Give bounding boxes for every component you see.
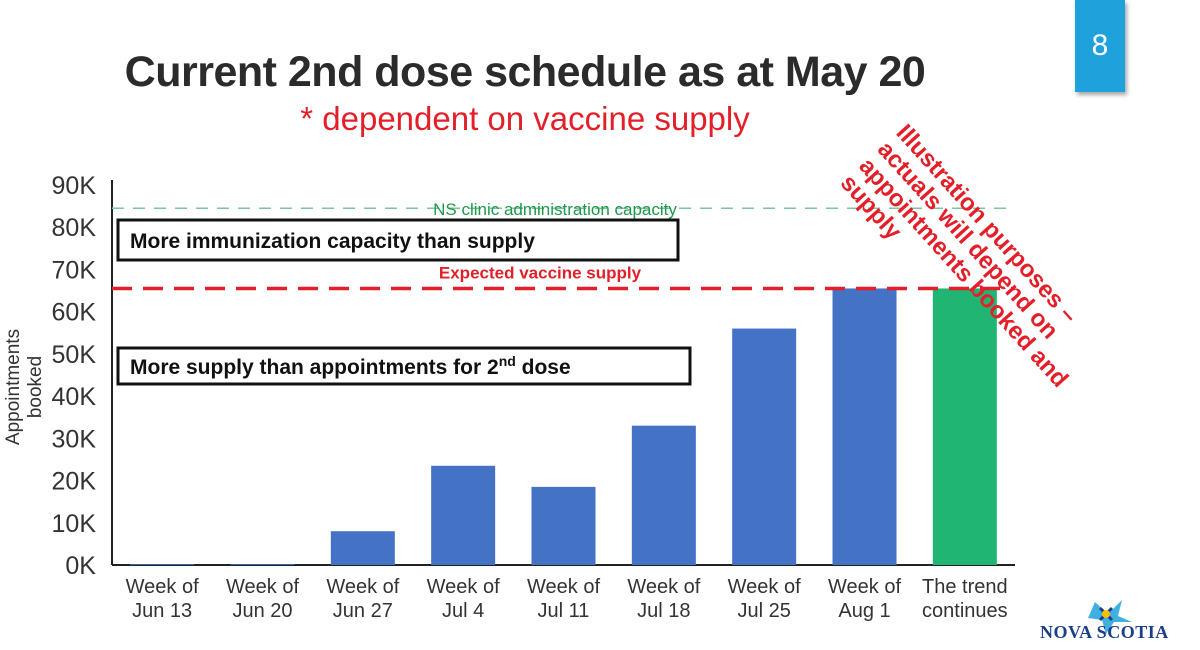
y-axis-label: Appointments booked <box>3 328 46 446</box>
capacity-note-box <box>116 218 680 262</box>
x-tick-label: Week of <box>126 576 199 598</box>
x-tick-label: Jul 11 <box>538 600 590 622</box>
capacity-note-text: More immunization capacity than supply <box>130 230 535 253</box>
y-tick-label: 70K <box>52 256 97 284</box>
bar <box>932 288 997 565</box>
nova-scotia-logo-text: NOVA SCOTIA <box>1040 622 1169 642</box>
x-tick-label: Week of <box>226 576 299 598</box>
x-tick-label: continues <box>922 600 1008 622</box>
y-tick-label: 80K <box>52 214 97 242</box>
y-tick-label: 0K <box>65 552 96 580</box>
x-tick-label: Aug 1 <box>838 600 890 622</box>
y-tick-label: 40K <box>52 383 97 411</box>
bar <box>531 486 596 565</box>
bar <box>431 465 496 565</box>
x-tick-label: Week of <box>627 576 700 598</box>
x-tick-label: Jun 13 <box>132 600 192 622</box>
x-tick-label: Jun 27 <box>333 600 393 622</box>
bar <box>732 328 797 565</box>
slide-title: Current 2nd dose schedule as at May 20 <box>124 48 926 96</box>
capacity-line-label: NS clinic administration capacity <box>433 200 677 219</box>
y-tick-label: 90K <box>52 172 97 200</box>
y-tick-label: 10K <box>52 510 97 538</box>
x-tick-label: Jul 18 <box>637 600 690 622</box>
supply-note-text: More supply than appointments for 2nd do… <box>130 353 571 379</box>
bar <box>832 288 897 565</box>
bar <box>330 531 395 565</box>
bar <box>631 425 696 565</box>
x-tick-label: Week of <box>728 576 801 598</box>
bar <box>130 564 195 565</box>
supply-line-label: Expected vaccine supply <box>439 263 642 282</box>
y-tick-label: 60K <box>52 299 97 327</box>
x-tick-label: Jun 20 <box>232 600 292 622</box>
bar <box>230 564 295 565</box>
y-tick-label: 30K <box>52 425 97 453</box>
supply-note-box <box>116 346 692 386</box>
page-number-badge: 8 <box>1075 0 1125 92</box>
x-tick-label: Jul 4 <box>442 600 484 622</box>
x-tick-label: Week of <box>527 576 600 598</box>
x-tick-label: Week of <box>828 576 901 598</box>
nova-scotia-flag-icon <box>1088 600 1132 634</box>
y-tick-label: 50K <box>52 341 97 369</box>
x-tick-label: Jul 25 <box>737 600 790 622</box>
x-tick-label: The trend <box>922 576 1008 598</box>
slide-subtitle: * dependent on vaccine supply <box>300 100 750 137</box>
y-tick-label: 20K <box>52 468 97 496</box>
x-tick-label: Week of <box>427 576 500 598</box>
x-tick-label: Week of <box>326 576 399 598</box>
